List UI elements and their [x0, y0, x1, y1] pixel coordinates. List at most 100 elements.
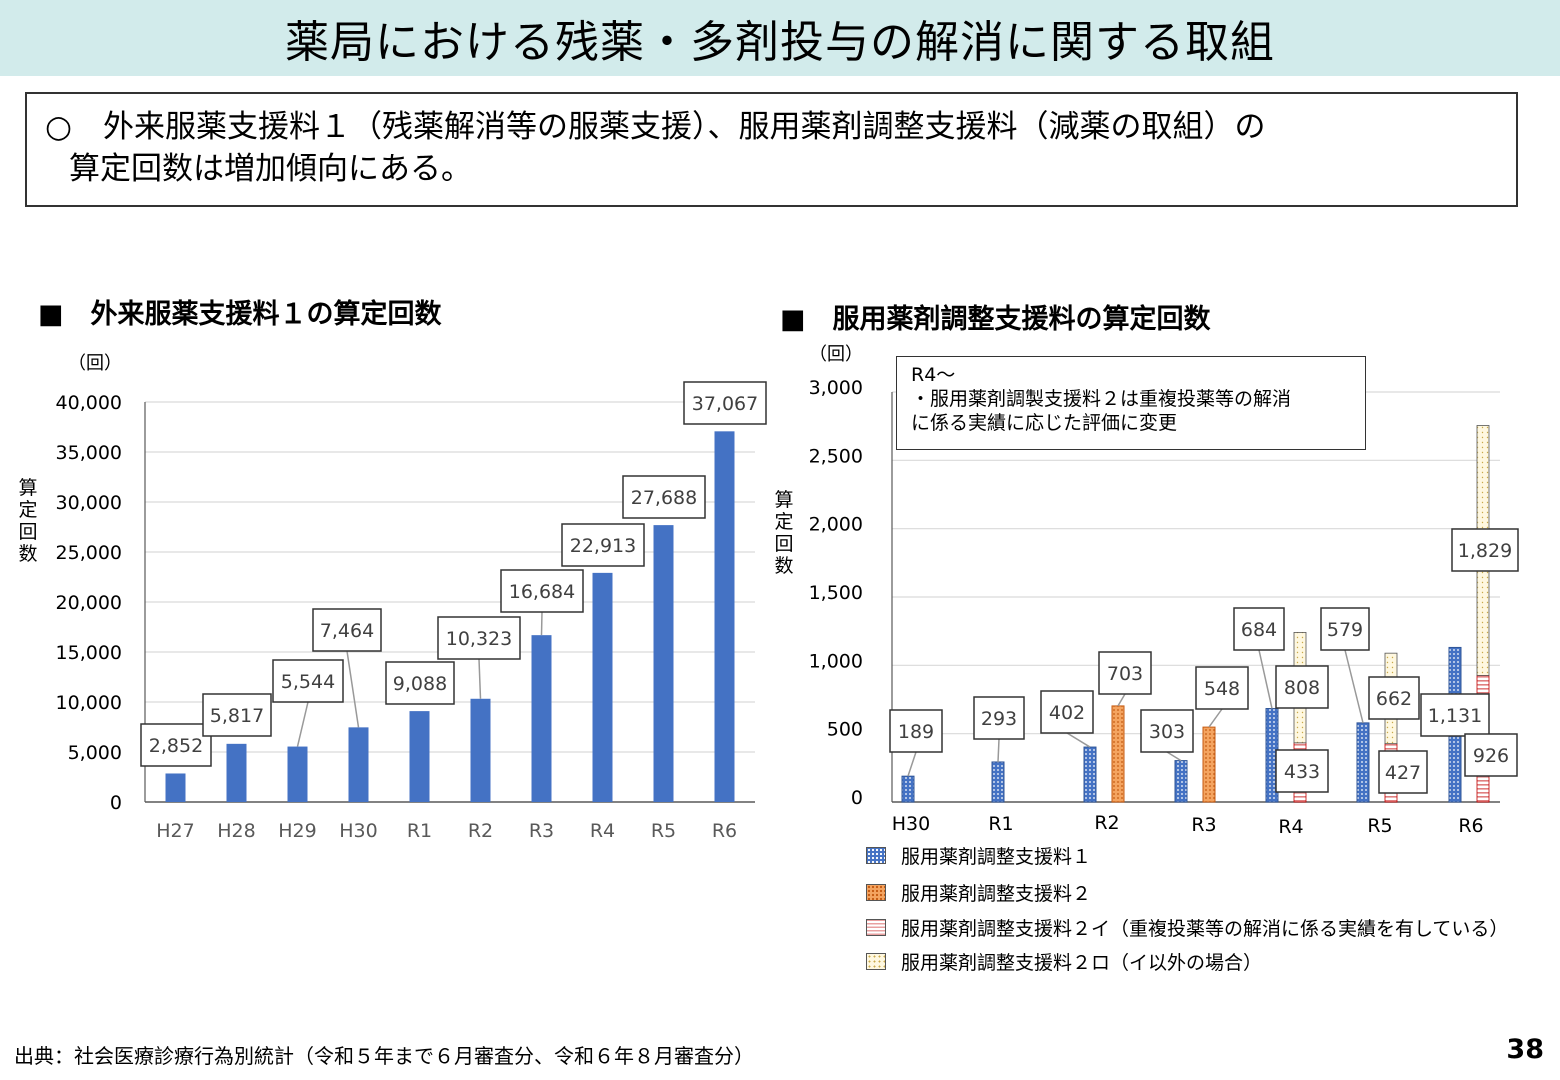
right-data-label: 303: [1149, 721, 1185, 743]
left-data-label-leader: [540, 611, 543, 636]
left-ytick-label: 0: [110, 792, 122, 814]
left-bar-H29: [287, 746, 308, 802]
right-unit-label: （回）: [809, 344, 863, 365]
right-data-label: 808: [1284, 677, 1320, 699]
left-ytick-label: 30,000: [56, 492, 122, 514]
left-ytick-label: 20,000: [56, 592, 122, 614]
source-note: 出典：社会医療診療行為別統計（令和５年まで６月審査分、令和６年８月審査分）: [14, 1044, 754, 1068]
left-data-label-box: [312, 608, 382, 652]
summary-line-2: 算定回数は増加傾向にある。: [69, 151, 472, 187]
legend-item-support-2i: 服用薬剤調整支援料２イ（重複投薬等の解消に係る実績を有している）: [866, 914, 1508, 941]
left-xtick-label: R5: [651, 820, 676, 842]
left-data-label: 10,323: [446, 628, 512, 650]
right-bar-support1-R3: [1174, 760, 1188, 803]
summary-line-1: ○ 外来服薬支援料１（残薬解消等の服薬支援）、服用薬剤調整支援料（減薬の取組）の: [45, 109, 1266, 145]
left-data-label-box: [385, 661, 455, 705]
right-data-label-box: [1378, 750, 1428, 794]
left-bar-R3: [531, 635, 552, 802]
left-bar-H30: [348, 727, 369, 802]
left-xtick-label: R1: [407, 820, 432, 842]
right-data-label: 1,131: [1428, 705, 1482, 727]
right-data-label: 427: [1385, 762, 1421, 784]
right-data-label: 293: [981, 708, 1017, 730]
right-data-label-leader: [1117, 693, 1126, 707]
legend-label: 服用薬剤調整支援料２: [901, 883, 1092, 905]
left-data-label-box: [202, 693, 272, 737]
chart-note-box: R4～ ・服用薬剤調製支援料２は重複投薬等の解消 に係る実績に応じた評価に変更: [896, 356, 1366, 450]
right-data-label-leader: [997, 738, 1000, 762]
left-ytick-label: 25,000: [56, 542, 122, 564]
legend-swatch-red: [866, 919, 886, 936]
left-ytick-label: 10,000: [56, 692, 122, 714]
left-bar-chart: 0 5,000 10,000 15,000 20,000 25,000 30,000 35,0…: [18, 353, 767, 842]
left-data-label-leader: [346, 650, 360, 728]
right-data-label-box: [1140, 709, 1194, 753]
right-data-label-leader: [907, 751, 917, 777]
left-data-label: 5,817: [210, 705, 264, 727]
left-data-label: 7,464: [320, 620, 374, 642]
right-data-label-box: [1464, 733, 1518, 777]
note-line-2: ・服用薬剤調製支援料２は重複投薬等の解消: [911, 388, 1292, 410]
left-bar-H27: [165, 773, 186, 802]
right-data-label-box: [1195, 666, 1249, 710]
right-ytick-label: 500: [827, 719, 863, 741]
left-xtick-label: R3: [529, 820, 554, 842]
right-data-label-box: [973, 696, 1025, 740]
left-xtick-label: R4: [590, 820, 615, 842]
right-ytick-label: 1,000: [809, 650, 863, 672]
left-bar-R6: [714, 431, 735, 802]
right-data-label-box: [1320, 607, 1370, 651]
right-bar-support2-R3: [1202, 726, 1216, 803]
left-xtick-label: R2: [468, 820, 493, 842]
right-data-label: 402: [1049, 702, 1085, 724]
legend-label: 服用薬剤調整支援料２ロ（イ以外の場合）: [901, 952, 1263, 974]
right-data-label-leader: [1258, 649, 1273, 709]
right-data-label: 684: [1241, 619, 1277, 641]
right-data-label-box: [1040, 690, 1094, 734]
left-xtick-label: H28: [217, 820, 255, 842]
right-bar-support1-H30: [901, 775, 915, 803]
left-data-label-box: [561, 523, 645, 567]
left-data-label-box: [500, 569, 584, 613]
right-xtick-label: R4: [1278, 816, 1303, 838]
right-ytick-label: 1,500: [809, 582, 863, 604]
left-data-label: 9,088: [393, 673, 447, 695]
right-y-axis-title: 算定回数: [774, 489, 793, 577]
right-bar-chart: 0 500 1,000 1,500 2,000 2,500 3,000 （回） 算定回数 H30 R…: [774, 344, 1519, 838]
right-ytick-label: 3,000: [809, 377, 863, 399]
title-bar: 薬局における残薬・多剤投与の解消に関する取組: [0, 0, 1560, 76]
right-data-label: 433: [1284, 761, 1320, 783]
right-xtick-label: H30: [892, 813, 930, 835]
left-bar-R5: [653, 525, 674, 802]
left-xtick-label: H29: [278, 820, 316, 842]
right-bar-support1-R1: [991, 761, 1005, 803]
left-data-label-box: [272, 659, 344, 703]
left-ytick-label: 5,000: [68, 742, 122, 764]
right-data-label-box: [1275, 749, 1329, 793]
right-data-label-box: [1451, 528, 1519, 572]
left-data-label: 16,684: [509, 581, 575, 603]
left-bar-R1: [409, 711, 430, 802]
right-data-label: 1,829: [1458, 540, 1512, 562]
right-data-label: 189: [898, 721, 934, 743]
right-data-label-box: [1233, 607, 1285, 651]
left-data-label-box: [437, 616, 521, 660]
left-data-label-box: [683, 381, 767, 425]
left-ytick-label: 40,000: [56, 392, 122, 414]
left-bar-R2: [470, 698, 491, 802]
left-data-label-leader: [296, 701, 309, 747]
left-data-label: 2,852: [149, 735, 203, 757]
right-section-title: ■ 服用薬剤調整支援料の算定回数: [780, 304, 1211, 335]
left-bar-R4: [592, 572, 613, 802]
left-data-label: 37,067: [692, 393, 758, 415]
left-data-label-box: [140, 723, 212, 767]
legend-swatch-cream: [866, 953, 886, 970]
right-data-label-box: [1420, 693, 1490, 737]
right-data-label-box: [1368, 676, 1420, 720]
summary-box: ○ 外来服薬支援料１（残薬解消等の服薬支援）、服用薬剤調整支援料（減薬の取組）の…: [25, 92, 1518, 207]
right-ytick-label: 0: [851, 787, 863, 809]
left-bar-H28: [226, 743, 247, 802]
left-ytick-label: 35,000: [56, 442, 122, 464]
left-data-label: 22,913: [570, 535, 636, 557]
